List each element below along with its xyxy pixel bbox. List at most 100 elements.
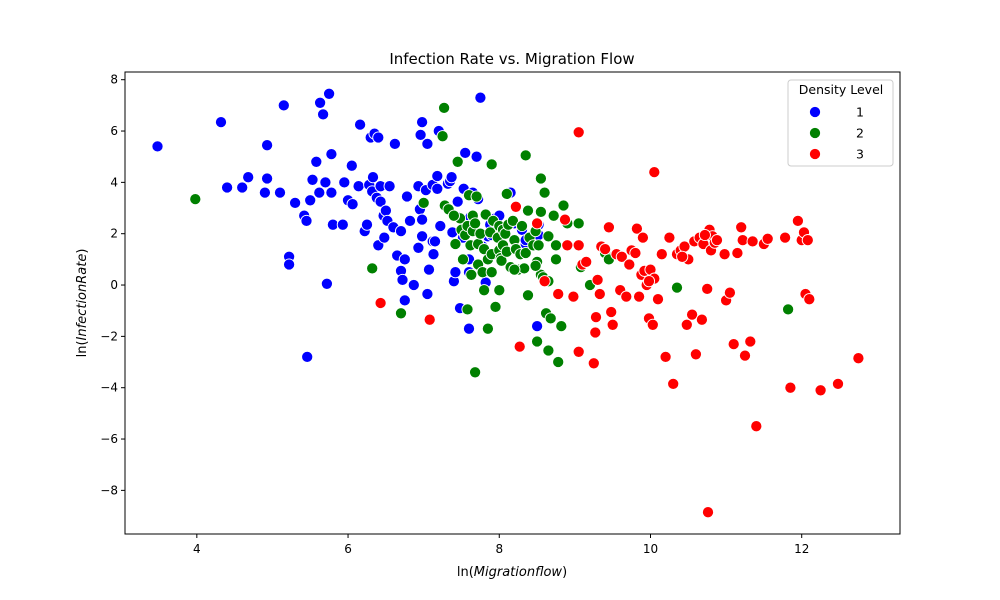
point-series-3 xyxy=(701,506,715,519)
point-series-3 xyxy=(580,255,593,268)
point-series-3 xyxy=(801,234,814,247)
point-series-1 xyxy=(352,180,365,193)
point-series-1 xyxy=(300,214,313,227)
x-axis: 4 6 8 10 12 xyxy=(193,534,809,556)
point-series-3 xyxy=(831,377,845,390)
point-series-1 xyxy=(403,214,417,227)
point-series-3 xyxy=(620,290,633,303)
point-series-3 xyxy=(803,293,816,306)
y-tick-label: 8 xyxy=(110,73,118,87)
x-tick-label: 8 xyxy=(495,542,503,556)
point-series-2 xyxy=(436,130,449,143)
point-series-1 xyxy=(323,87,336,100)
point-series-3 xyxy=(646,318,659,331)
point-series-1 xyxy=(422,263,436,276)
y-axis-label: ln(InfectionRate) xyxy=(75,249,90,358)
point-series-3 xyxy=(784,381,797,394)
point-series-1 xyxy=(242,171,255,184)
x-tick-label: 4 xyxy=(193,542,201,556)
y-tick-label: −4 xyxy=(100,381,118,395)
point-series-3 xyxy=(572,345,585,358)
point-series-1 xyxy=(372,131,385,144)
point-series-3 xyxy=(779,231,792,244)
point-series-2 xyxy=(521,289,535,302)
point-series-3 xyxy=(629,246,642,260)
point-series-1 xyxy=(374,195,387,208)
point-series-1 xyxy=(416,116,429,129)
point-series-2 xyxy=(189,193,202,206)
point-series-3 xyxy=(513,340,526,353)
point-series-1 xyxy=(325,186,338,199)
point-series-2 xyxy=(531,335,544,348)
point-series-3 xyxy=(558,213,572,226)
point-series-2 xyxy=(493,284,506,297)
point-series-1 xyxy=(459,146,472,159)
point-series-2 xyxy=(447,209,460,222)
point-series-2 xyxy=(478,284,491,297)
point-series-3 xyxy=(710,234,724,247)
y-axis: −8 −6 −4 −2 0 2 4 6 8 xyxy=(100,73,125,497)
y-tick-label: 2 xyxy=(110,227,118,241)
plot-area-frame xyxy=(124,71,901,535)
point-series-1 xyxy=(398,294,411,307)
point-series-2 xyxy=(538,186,551,199)
point-series-1 xyxy=(320,277,333,290)
point-series-1 xyxy=(366,171,380,184)
point-series-1 xyxy=(289,196,302,209)
point-series-2 xyxy=(485,158,498,171)
point-series-3 xyxy=(531,217,544,230)
point-series-3 xyxy=(735,221,748,234)
point-series-1 xyxy=(434,219,447,233)
legend-marker-1 xyxy=(808,105,822,119)
point-series-3 xyxy=(695,313,708,326)
point-series-3 xyxy=(698,228,711,242)
point-series-2 xyxy=(470,190,483,203)
point-series-2 xyxy=(542,230,555,243)
point-series-1 xyxy=(445,171,458,184)
point-series-3 xyxy=(689,348,702,361)
point-series-2 xyxy=(461,303,474,316)
point-series-1 xyxy=(388,137,401,150)
point-series-2 xyxy=(547,209,560,222)
point-series-3 xyxy=(593,287,606,301)
point-series-1 xyxy=(301,350,314,363)
legend-label-3: 3 xyxy=(856,147,864,162)
point-series-3 xyxy=(552,287,565,301)
point-series-2 xyxy=(481,322,494,335)
point-series-2 xyxy=(515,219,529,233)
point-series-1 xyxy=(304,194,317,207)
point-series-3 xyxy=(686,308,699,321)
y-tick-label: −8 xyxy=(100,483,118,497)
point-series-2 xyxy=(557,199,570,212)
point-series-2 xyxy=(500,187,513,200)
point-series-1 xyxy=(236,181,249,194)
point-series-1 xyxy=(313,186,326,199)
chart-title: Infection Rate vs. Migration Flow xyxy=(389,50,634,68)
point-series-1 xyxy=(379,204,392,217)
point-series-2 xyxy=(532,239,545,252)
legend-label-2: 2 xyxy=(856,126,864,141)
point-series-2 xyxy=(544,312,557,325)
point-series-3 xyxy=(667,377,680,390)
x-axis-label: ln(Migrationflow) xyxy=(457,565,567,580)
point-series-3 xyxy=(623,258,636,271)
point-series-2 xyxy=(508,263,521,276)
point-series-2 xyxy=(438,101,451,114)
legend-marker-3 xyxy=(808,147,822,161)
point-series-3 xyxy=(642,275,656,288)
point-series-3 xyxy=(374,296,387,310)
point-series-1 xyxy=(214,116,228,129)
point-series-1 xyxy=(338,176,351,189)
point-series-3 xyxy=(572,126,585,139)
legend-box xyxy=(787,79,894,167)
point-series-1 xyxy=(378,231,391,244)
point-series-2 xyxy=(469,366,482,379)
point-series-3 xyxy=(602,221,615,234)
point-series-2 xyxy=(519,149,532,162)
point-series-2 xyxy=(534,172,547,185)
point-series-3 xyxy=(633,290,646,303)
point-series-2 xyxy=(506,214,519,227)
point-series-3 xyxy=(663,231,676,244)
point-series-3 xyxy=(655,248,668,261)
